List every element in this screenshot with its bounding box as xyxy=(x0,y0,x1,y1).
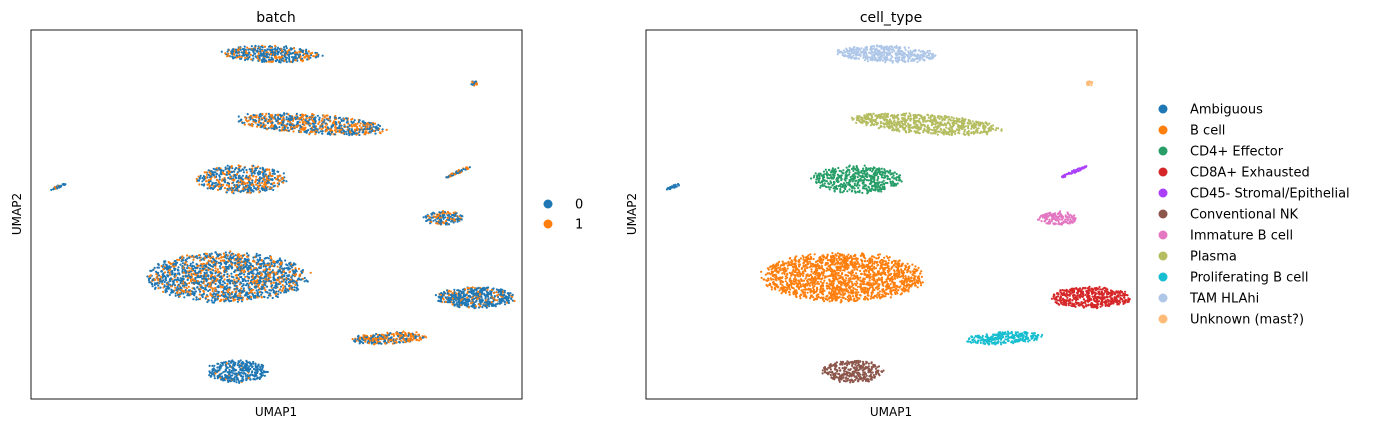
legend-marker xyxy=(1158,251,1168,261)
scatter-points-cell-type xyxy=(665,44,1131,384)
cluster-5 xyxy=(351,330,428,346)
x-axis-label-batch: UMAP1 xyxy=(255,405,297,419)
legend-label: CD4+ Effector xyxy=(1190,145,1284,160)
legend-label: 1 xyxy=(575,218,583,233)
legend-cell-type: Ambiguous B cell CD4+ Effector CD8A+ Exhaus… xyxy=(1158,103,1350,328)
cluster-proliferating-b-cell xyxy=(966,330,1044,346)
legend-label: Ambiguous xyxy=(1190,103,1263,118)
y-axis-label-cell-type: UMAP2 xyxy=(625,193,639,235)
legend-item-cd4-effector: CD4+ Effector xyxy=(1158,145,1284,160)
legend-item-0: 0 xyxy=(543,198,583,213)
legend-marker xyxy=(1158,125,1168,135)
cluster-cd45-stromal-epithelial xyxy=(1061,165,1088,179)
cluster-0 xyxy=(220,44,324,64)
cluster-2 xyxy=(195,164,288,195)
cluster-ambiguous xyxy=(665,182,680,191)
legend-item-1: 1 xyxy=(543,218,583,233)
legend-item-proliferating-b-cell: Proliferating B cell xyxy=(1158,271,1309,286)
y-axis-label-batch: UMAP2 xyxy=(10,193,24,235)
cluster-plasma xyxy=(850,112,1003,137)
legend-item-ambiguous: Ambiguous xyxy=(1158,103,1263,118)
cluster-8 xyxy=(445,166,471,179)
legend-label: TAM HLAhi xyxy=(1189,292,1259,307)
cluster-unknown-mast xyxy=(1086,80,1094,87)
legend-item-plasma: Plasma xyxy=(1158,250,1237,265)
legend-item-cd8a-exhausted: CD8A+ Exhausted xyxy=(1158,166,1310,181)
cluster-b-cell xyxy=(760,252,924,304)
cluster-cd4-effector xyxy=(810,164,903,195)
legend-item-cd45-stromal-epithelial: CD45- Stromal/Epithelial xyxy=(1158,187,1350,202)
legend-item-conventional-nk: Conventional NK xyxy=(1158,208,1299,223)
batch-panel: batch UMAP1 UMAP2 01 xyxy=(10,10,583,419)
chart-title-cell-type: cell_type xyxy=(860,10,922,26)
legend-label: B cell xyxy=(1190,124,1225,139)
legend-marker xyxy=(543,199,553,209)
cluster-10 xyxy=(50,182,67,191)
cluster-cd8a-exhausted xyxy=(1050,285,1131,310)
legend-label: CD45- Stromal/Epithelial xyxy=(1190,187,1350,202)
legend-batch: 01 xyxy=(543,198,583,233)
legend-marker xyxy=(1158,230,1168,240)
legend-marker xyxy=(1158,146,1168,156)
legend-marker xyxy=(1158,314,1168,324)
legend-label: Proliferating B cell xyxy=(1190,271,1309,286)
legend-label: Unknown (mast?) xyxy=(1190,313,1304,328)
legend-item-b-cell: B cell xyxy=(1158,124,1225,139)
legend-item-tam-hlahi: TAM HLAhi xyxy=(1158,292,1259,307)
cluster-9 xyxy=(470,80,479,87)
legend-label: Conventional NK xyxy=(1190,208,1299,223)
cluster-6 xyxy=(434,286,516,310)
cluster-3 xyxy=(146,250,312,304)
legend-label: Immature B cell xyxy=(1190,229,1293,244)
legend-marker xyxy=(543,219,553,229)
legend-marker xyxy=(1158,272,1168,282)
plot-frame-batch xyxy=(30,29,523,400)
legend-label: 0 xyxy=(575,198,583,213)
cluster-immature-b-cell xyxy=(1036,210,1077,226)
legend-marker xyxy=(1158,167,1168,177)
cell-type-panel: cell_type UMAP1 UMAP2 Ambiguous B cell CD4… xyxy=(625,10,1350,419)
legend-marker xyxy=(1158,293,1168,303)
chart-title-batch: batch xyxy=(256,10,296,26)
legend-label: CD8A+ Exhausted xyxy=(1190,166,1310,181)
legend-marker xyxy=(1158,104,1168,114)
scatter-points-batch xyxy=(50,44,516,384)
cluster-1 xyxy=(237,112,388,137)
legend-label: Plasma xyxy=(1190,250,1237,265)
cluster-conventional-nk xyxy=(821,359,885,384)
cluster-tam-hlahi xyxy=(836,44,937,64)
legend-marker xyxy=(1158,209,1168,219)
legend-item-immature-b-cell: Immature B cell xyxy=(1158,229,1293,244)
cluster-4 xyxy=(208,359,269,384)
cluster-7 xyxy=(422,210,464,226)
legend-marker xyxy=(1158,188,1168,198)
x-axis-label-cell-type: UMAP1 xyxy=(870,405,912,419)
plot-frame-cell-type xyxy=(645,29,1138,400)
legend-item-unknown-mast: Unknown (mast?) xyxy=(1158,313,1304,328)
